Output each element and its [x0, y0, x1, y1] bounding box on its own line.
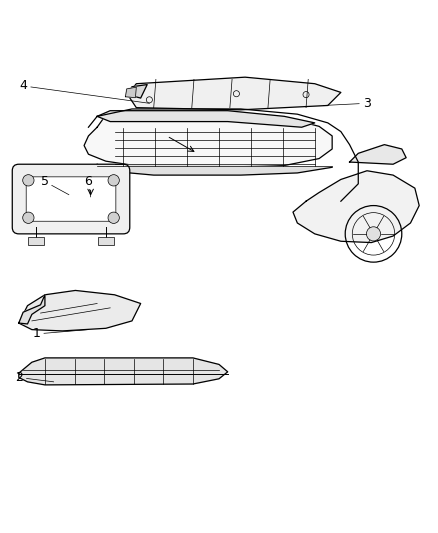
Polygon shape [127, 77, 341, 110]
Polygon shape [127, 85, 147, 98]
Polygon shape [97, 111, 315, 127]
Polygon shape [97, 164, 332, 175]
Circle shape [108, 212, 119, 223]
Text: 4: 4 [19, 79, 27, 92]
Polygon shape [84, 114, 332, 167]
Polygon shape [19, 295, 45, 324]
Text: 1: 1 [32, 327, 40, 341]
Bar [28, 237, 44, 245]
Text: 3: 3 [363, 97, 371, 110]
Polygon shape [293, 171, 419, 243]
Polygon shape [19, 358, 228, 385]
Bar [98, 237, 114, 245]
FancyBboxPatch shape [26, 177, 116, 221]
Text: 6: 6 [85, 175, 92, 188]
Text: 2: 2 [15, 371, 23, 384]
Circle shape [108, 175, 119, 186]
Polygon shape [125, 87, 136, 98]
Polygon shape [350, 144, 406, 164]
Circle shape [367, 227, 381, 241]
Polygon shape [19, 290, 141, 331]
Circle shape [23, 212, 34, 223]
Circle shape [23, 175, 34, 186]
Text: 5: 5 [41, 175, 49, 188]
FancyBboxPatch shape [12, 164, 130, 234]
